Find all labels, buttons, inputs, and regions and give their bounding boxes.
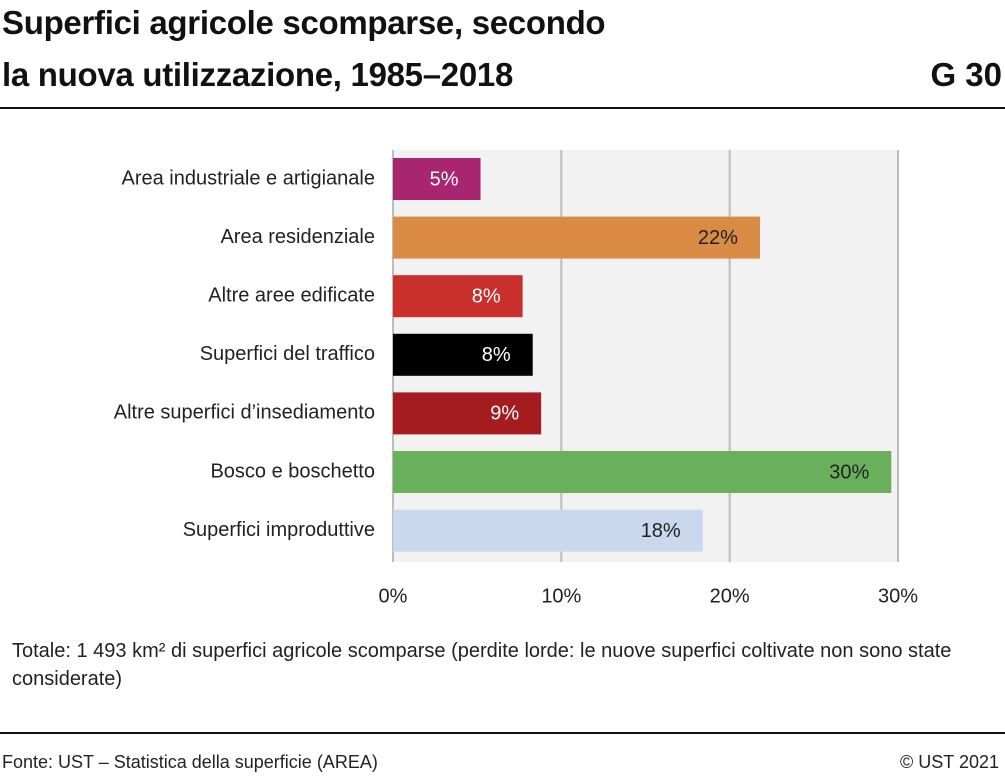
note: Totale: 1 493 km² di superfici agricole …	[12, 640, 952, 690]
copyright: © UST 2021	[900, 752, 999, 772]
value-label: 5%	[430, 168, 459, 190]
bar	[393, 509, 703, 552]
bar	[393, 392, 542, 435]
y-tick-label: Area industriale e artigianale	[122, 167, 376, 189]
chart: 0% 10% 20% 30% Area industriale e artigianal…	[114, 150, 918, 607]
y-tick-label: Superfici improduttive	[183, 519, 375, 541]
y-tick-label: Superfici del traffico	[200, 343, 375, 365]
rule	[0, 107, 1005, 109]
x-tick-label: 20%	[710, 585, 750, 607]
bar	[393, 216, 760, 259]
source: Fonte: UST – Statistica della superficie…	[2, 752, 378, 772]
y-tick-label: Altre aree edificate	[208, 284, 375, 306]
title-line: la nuova utilizzazione, 1985–2018	[2, 56, 513, 93]
bar	[393, 158, 481, 200]
value-label: 9%	[490, 403, 519, 425]
bar	[393, 333, 533, 376]
value-label: 8%	[482, 344, 511, 366]
y-tick-label: Bosco e boschetto	[210, 460, 375, 482]
chart-number: G 30	[930, 56, 1002, 93]
value-label: 30%	[829, 461, 869, 483]
x-tick-label: 10%	[541, 585, 581, 607]
rule	[0, 732, 1005, 734]
y-tick-label: Area residenziale	[220, 226, 375, 248]
y-tick-label: Altre superfici d’insediamento	[114, 402, 375, 424]
title-line: Superfici agricole scomparse, secondo	[2, 4, 606, 41]
value-label: 18%	[641, 520, 681, 542]
value-label: 8%	[472, 285, 501, 307]
value-label: 22%	[698, 227, 738, 249]
x-tick-label: 0%	[379, 585, 408, 607]
x-tick-label: 30%	[878, 585, 918, 607]
bar	[393, 451, 892, 493]
bar	[393, 275, 523, 318]
